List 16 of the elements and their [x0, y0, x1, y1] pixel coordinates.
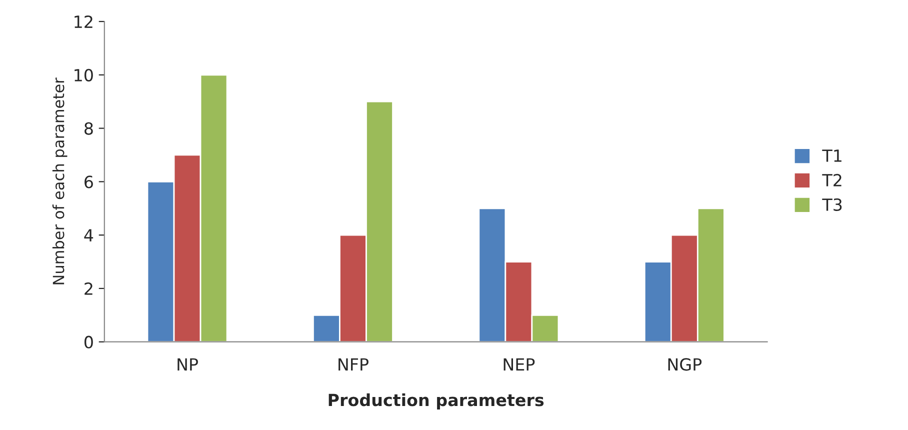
- x-tick-label: NGP: [668, 358, 702, 371]
- y-tick-label: 6: [84, 176, 93, 188]
- y-tick-label: 0: [84, 336, 93, 348]
- y-tick-label: 2: [84, 282, 92, 295]
- y-tick-label: 12: [74, 15, 92, 28]
- y-tick-label: 10: [74, 68, 93, 82]
- y-tick-label: 8: [84, 122, 93, 135]
- x-tick-label: NP: [178, 358, 198, 370]
- legend-label: T1: [822, 150, 842, 162]
- x-tick-label: NEP: [504, 358, 535, 370]
- x-tick-label: NFP: [338, 358, 368, 370]
- legend-label: T3: [822, 198, 842, 211]
- y-tick-label: 4: [84, 229, 94, 242]
- x-axis-title: Production parameters: [328, 393, 544, 410]
- y-axis-title: Number of each parameter: [52, 78, 68, 284]
- legend-label: T2: [822, 174, 842, 186]
